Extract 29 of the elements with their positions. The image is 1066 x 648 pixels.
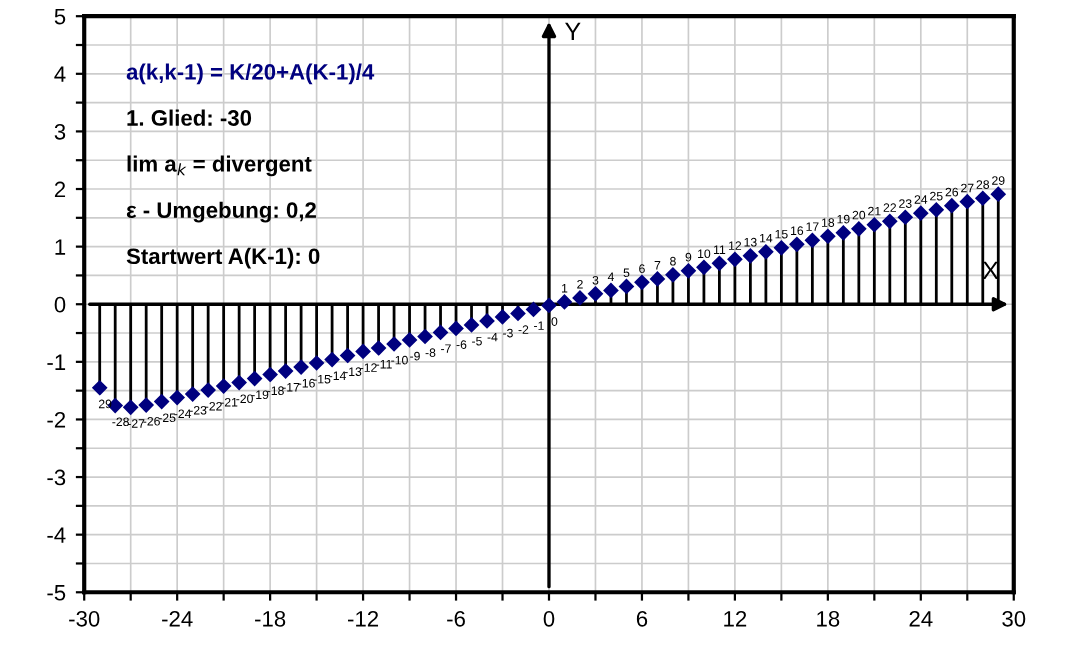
annotation: Startwert A(K-1): 0	[126, 247, 320, 269]
y-tick-label: 5	[54, 8, 66, 25]
y-tick-label: 1	[55, 239, 66, 255]
y-tick-label: -4	[47, 527, 66, 543]
x-tick-label: 6	[636, 610, 648, 627]
y-axis-title: Y	[565, 22, 581, 40]
x-tick-label: 30	[1002, 610, 1026, 627]
x-tick-label: -12	[348, 610, 379, 627]
x-tick-label: -30	[69, 610, 100, 627]
y-tick-label: 4	[54, 66, 66, 82]
x-tick-label: -24	[162, 610, 193, 627]
y-tick-label: -3	[47, 469, 66, 486]
annotation: lim a$_{k}$ = divergent	[127, 155, 312, 177]
x-tick-label: 24	[909, 610, 933, 627]
y-tick-label: -1	[47, 354, 66, 370]
y-tick-label: -5	[47, 585, 66, 601]
x-tick-label: 0	[543, 610, 555, 627]
y-tick-label: -2	[47, 411, 66, 428]
y-tick-label: 2	[54, 181, 66, 198]
annotation: 1. Glied: -30	[127, 109, 252, 126]
x-tick-label: 18	[817, 610, 840, 627]
y-tick-label: 0	[54, 296, 66, 313]
annotation: ε - Umgebung: 0,2	[126, 201, 316, 223]
x-tick-label: -6	[447, 610, 465, 627]
text: a(k,k-1) = K/20+A(K-1)/4	[126, 63, 375, 85]
x-tick-label: 12	[724, 610, 747, 627]
y-tick-label: 3	[54, 123, 66, 140]
x-tick-label: -18	[255, 610, 286, 627]
x-axis-title: X	[982, 261, 999, 279]
